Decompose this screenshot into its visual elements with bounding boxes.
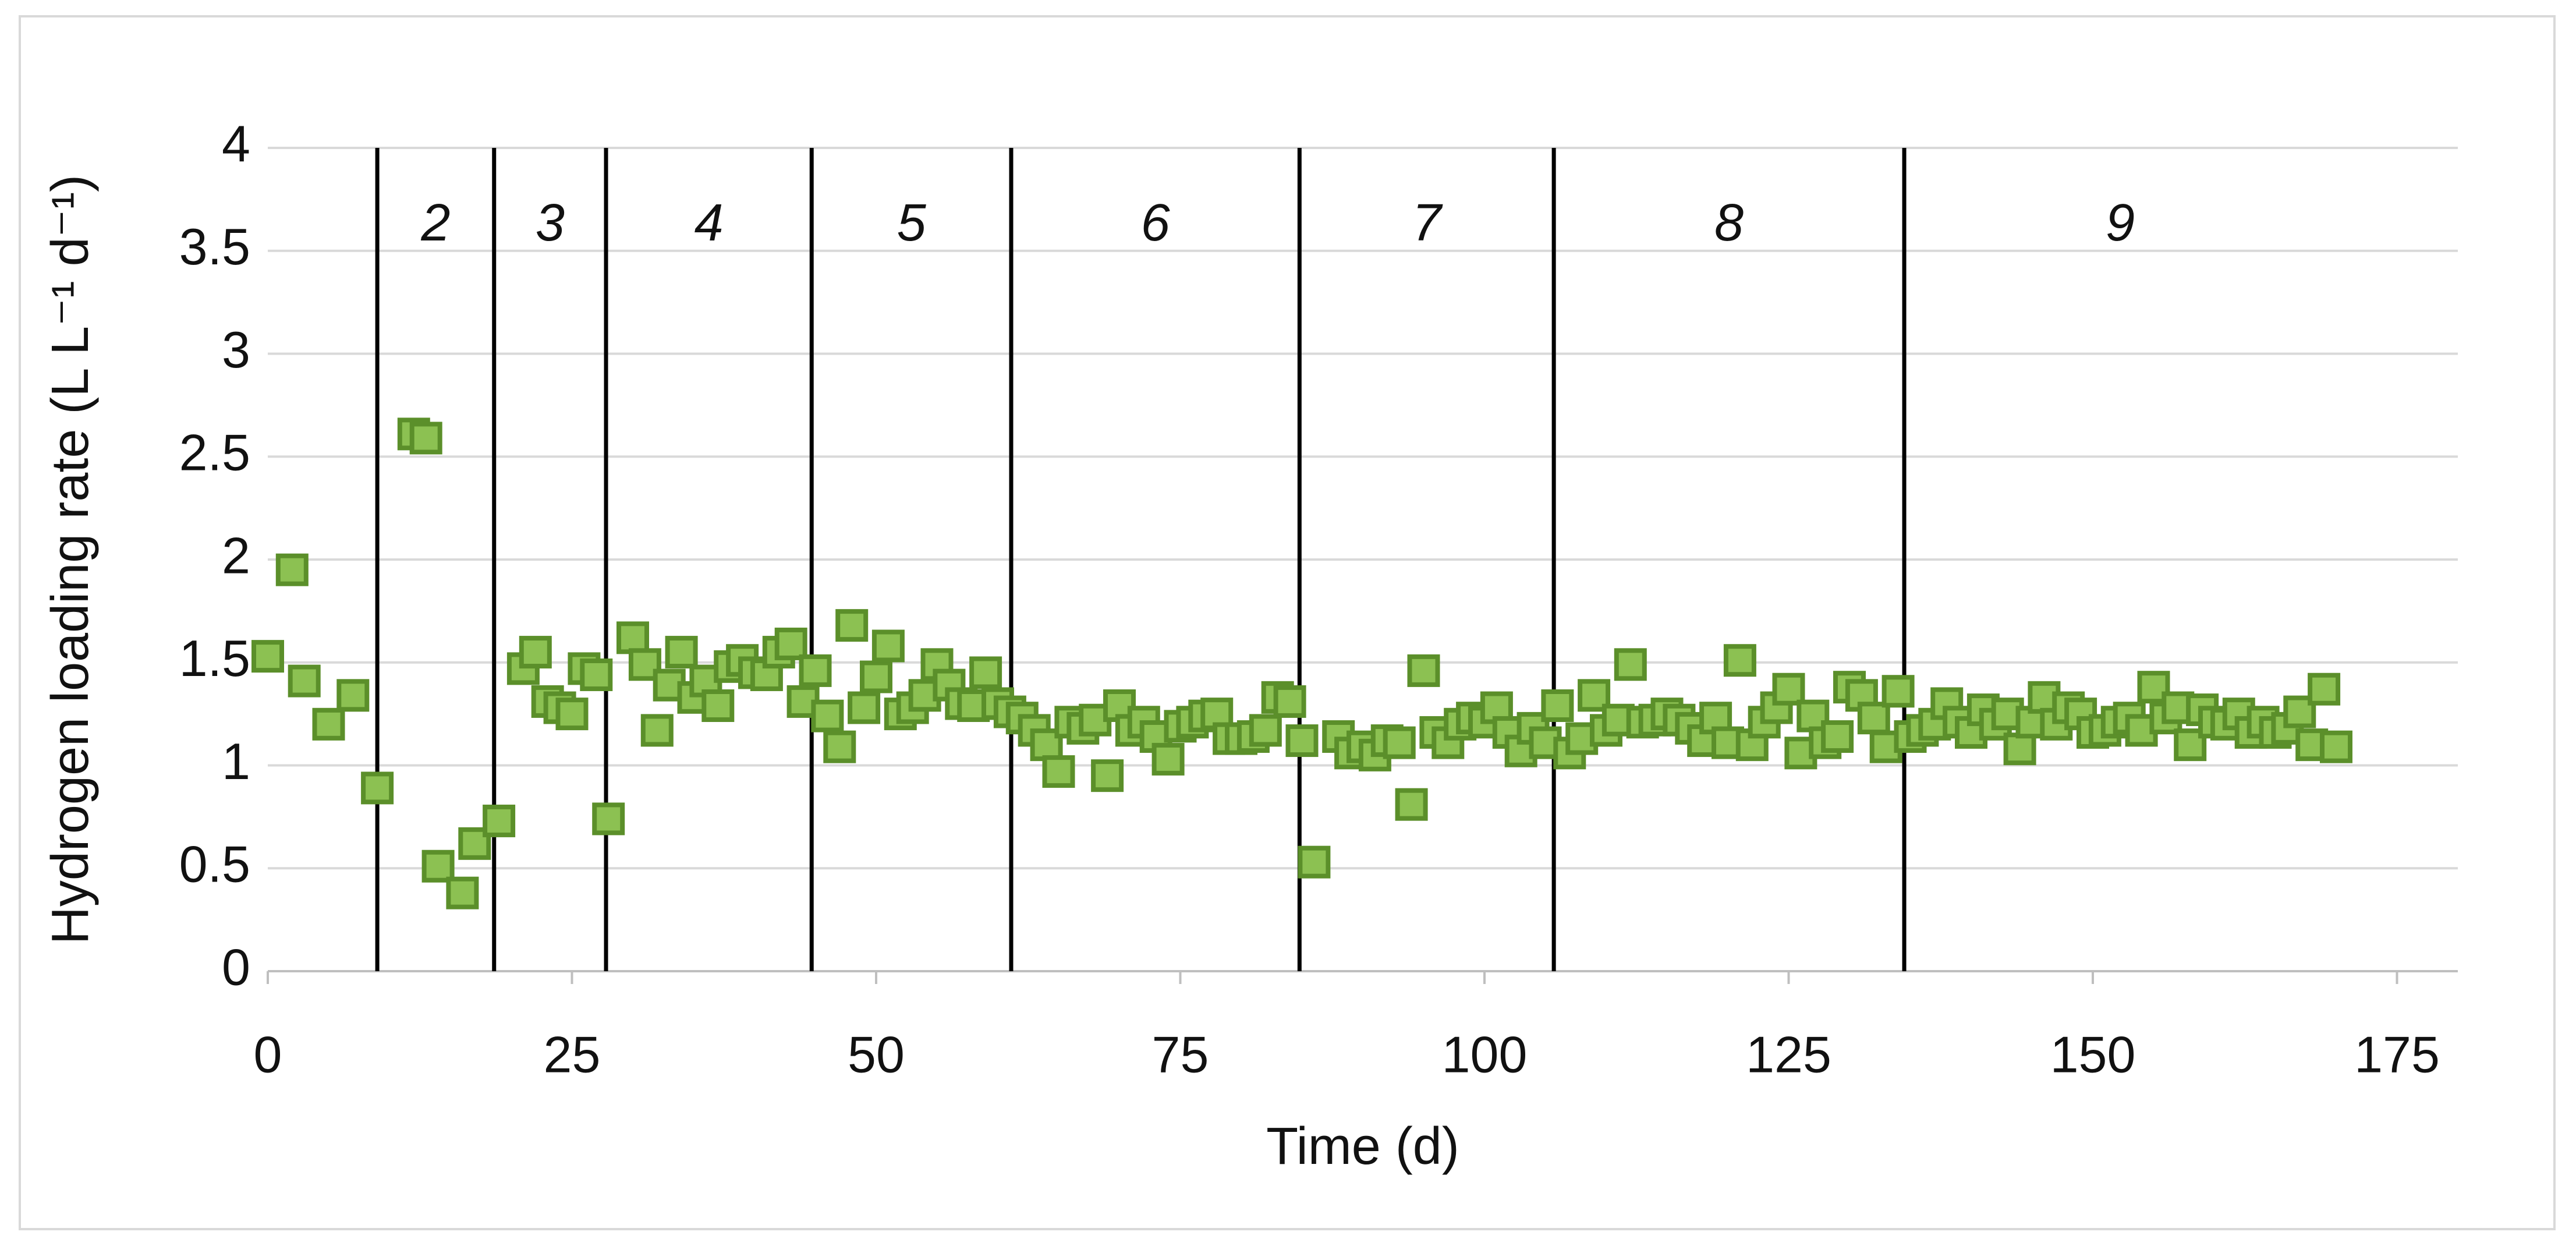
data-point (275, 553, 309, 586)
y-tick-label: 3.5 (179, 218, 250, 275)
data-point (1285, 724, 1319, 758)
phase-label: 2 (420, 194, 450, 252)
phase-label: 6 (1141, 194, 1171, 252)
data-point (848, 691, 881, 724)
data-point (336, 679, 370, 712)
data-point (774, 627, 807, 660)
data-point (799, 654, 832, 687)
x-tick-label: 50 (848, 1025, 905, 1083)
data-point (701, 689, 735, 722)
data-point (483, 804, 516, 837)
data-point (1881, 675, 1915, 708)
data-point (2003, 732, 2036, 766)
data-point (1857, 702, 1890, 735)
data-point (1723, 644, 1756, 677)
y-tick-label: 2 (222, 526, 250, 584)
y-tick-label: 1.5 (179, 629, 250, 687)
x-tick-label: 150 (2050, 1025, 2136, 1083)
data-point (1407, 654, 1440, 687)
phase-label: 5 (897, 194, 927, 252)
data-point (823, 730, 856, 763)
x-axis-title: Time (d) (1266, 1117, 1459, 1176)
data-point (1042, 755, 1075, 788)
data-point (616, 621, 649, 654)
data-point (871, 629, 905, 663)
data-point (580, 658, 613, 691)
phase-label: 4 (695, 194, 724, 252)
data-point (969, 656, 1002, 689)
x-tick-label: 125 (1746, 1025, 1831, 1083)
data-point (555, 698, 589, 731)
data-point (1821, 720, 1854, 753)
data-point (811, 699, 844, 732)
data-point (1772, 672, 1805, 706)
phase-label: 8 (1714, 194, 1744, 252)
data-point (860, 660, 892, 693)
x-tick-label: 25 (544, 1025, 601, 1083)
y-tick-label: 0.5 (179, 836, 250, 893)
data-point (1383, 726, 1416, 759)
data-point (251, 640, 284, 673)
y-tick-label: 4 (222, 115, 250, 172)
x-tick-label: 0 (254, 1025, 282, 1083)
data-point (312, 707, 345, 741)
data-point (1273, 685, 1306, 718)
x-tick-label: 75 (1152, 1025, 1209, 1083)
data-point (1395, 788, 1428, 821)
data-point (1151, 742, 1185, 776)
phase-label: 3 (536, 194, 565, 252)
data-point (1541, 689, 1574, 722)
data-point (288, 664, 321, 698)
y-tick-label: 3 (222, 321, 250, 378)
data-point (519, 636, 552, 669)
x-tick-label: 100 (1442, 1025, 1528, 1083)
x-tick-label: 175 (2354, 1025, 2440, 1083)
data-point (1298, 845, 1331, 879)
data-point (361, 771, 394, 805)
data-point (835, 609, 869, 642)
data-point (421, 850, 455, 883)
data-point (409, 422, 442, 455)
phase-label: 9 (2106, 194, 2135, 252)
data-point (2320, 730, 2352, 763)
data-point (665, 636, 698, 669)
data-point (640, 714, 674, 747)
data-point (1091, 759, 1124, 792)
data-point (2174, 728, 2207, 762)
data-point (1614, 648, 1647, 681)
data-point (2308, 672, 2341, 706)
data-point (1249, 714, 1282, 747)
y-tick-label: 2.5 (179, 424, 250, 482)
y-tick-label: 0 (222, 938, 250, 996)
data-point (592, 802, 625, 836)
data-point (446, 876, 479, 909)
y-axis-title: Hydrogen loading rate (L L⁻¹ d⁻¹) (41, 175, 100, 944)
chart-frame (19, 15, 2556, 1230)
y-tick-label: 1 (222, 732, 250, 790)
phase-label: 7 (1412, 194, 1443, 252)
